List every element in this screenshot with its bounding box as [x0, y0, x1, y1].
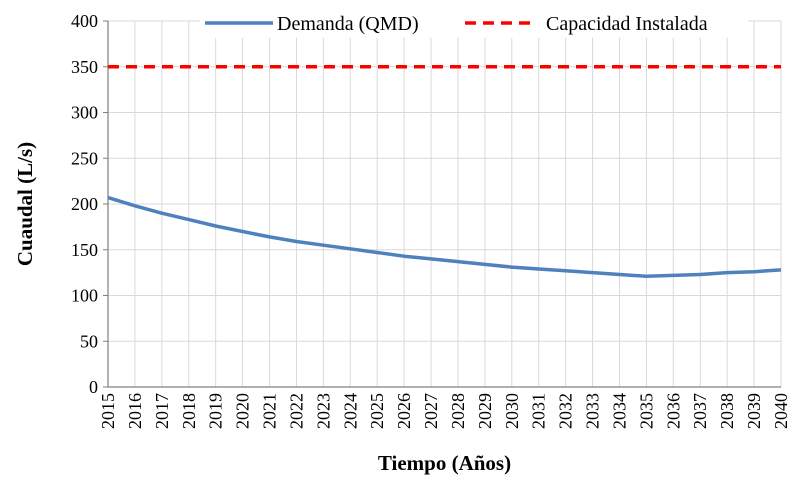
y-tick-label: 100	[71, 286, 98, 306]
x-tick-label: 2040	[771, 393, 791, 429]
y-tick-label: 300	[71, 103, 98, 123]
x-tick-label: 2022	[286, 393, 306, 429]
chart-series	[107, 65, 782, 279]
x-tick-label: 2027	[421, 393, 441, 429]
x-tick-label: 2037	[690, 393, 710, 429]
x-tick-label: 2029	[475, 393, 495, 429]
chart-axes	[103, 20, 781, 388]
x-tick-label: 2034	[609, 393, 629, 429]
series-line	[107, 195, 782, 279]
y-tick-label: 150	[71, 240, 98, 260]
x-tick-label: 2015	[98, 393, 118, 429]
y-axis-label: Cuaudal (L/s)	[13, 142, 37, 266]
chart-grid	[108, 20, 782, 387]
y-tick-label: 50	[80, 331, 98, 351]
x-tick-label: 2028	[448, 393, 468, 429]
x-axis-label: Tiempo (Años)	[378, 451, 511, 475]
x-tick-label: 2032	[556, 393, 576, 429]
x-tick-label: 2017	[152, 393, 172, 429]
x-tick-labels: 2015 2016 2017 2018 2019 2020 2021 2022 2023 2024…	[98, 393, 791, 429]
y-tick-labels: 0 50 100 150 200 250 300 350 400	[71, 11, 98, 397]
x-tick-label: 2033	[583, 393, 603, 429]
x-tick-label: 2030	[502, 393, 522, 429]
x-tick-label: 2021	[260, 393, 280, 429]
legend-label: Capacidad Instalada	[546, 13, 708, 35]
y-tick-label: 200	[71, 194, 98, 214]
x-tick-label: 2023	[313, 393, 333, 429]
x-tick-label: 2035	[636, 393, 656, 429]
x-tick-label: 2019	[206, 393, 226, 429]
x-tick-label: 2024	[340, 393, 360, 429]
y-tick-label: 0	[89, 377, 98, 397]
x-tick-label: 2031	[529, 393, 549, 429]
legend-label: Demanda (QMD)	[277, 13, 419, 35]
y-tick-label: 350	[71, 57, 98, 77]
x-tick-label: 2038	[717, 393, 737, 429]
chart-legend: Demanda (QMD) Capacidad Instalada	[200, 8, 748, 38]
y-tick-label: 250	[71, 148, 98, 168]
x-tick-label: 2025	[367, 393, 387, 429]
y-tick-label: 400	[71, 11, 98, 31]
x-tick-label: 2016	[125, 393, 145, 429]
x-tick-label: 2020	[233, 393, 253, 429]
x-tick-label: 2036	[663, 393, 683, 429]
x-tick-label: 2018	[179, 393, 199, 429]
x-tick-label: 2026	[394, 393, 414, 429]
x-tick-label: 2039	[744, 393, 764, 429]
